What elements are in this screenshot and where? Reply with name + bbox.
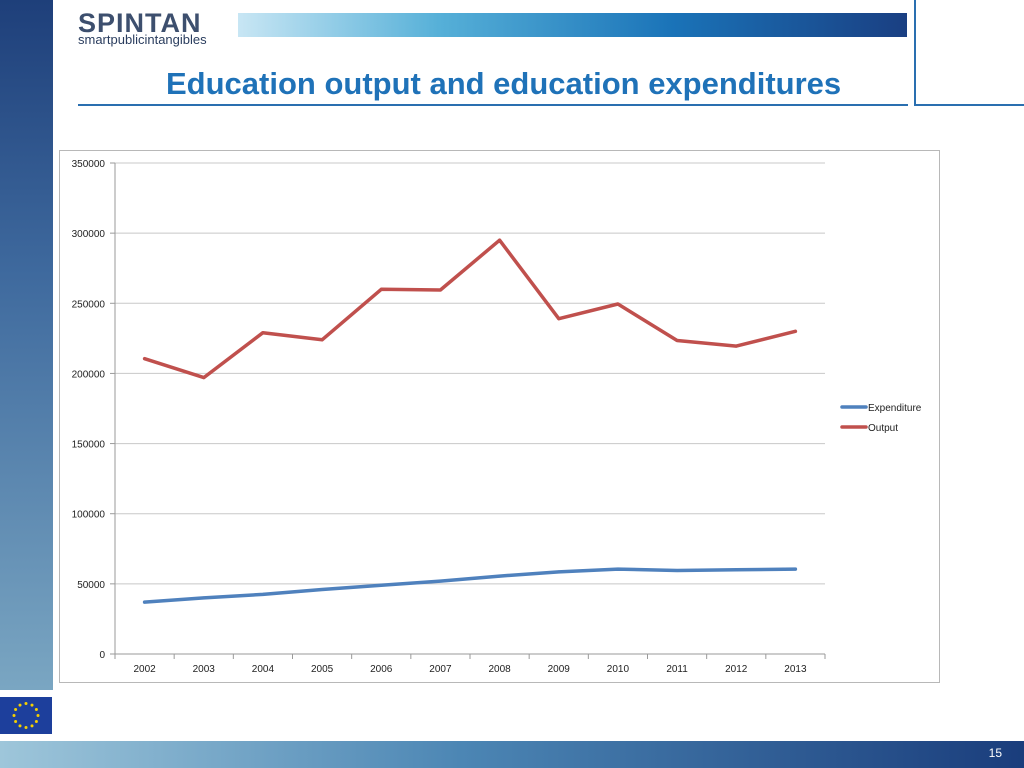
data-point-expenditure [557, 570, 561, 574]
data-point-expenditure [320, 587, 324, 591]
x-tick-label: 2011 [666, 664, 688, 675]
data-point-expenditure [675, 569, 679, 573]
data-point-output [675, 338, 679, 342]
data-point-output [793, 329, 797, 333]
data-point-expenditure [202, 596, 206, 600]
x-tick-label: 2008 [488, 664, 511, 675]
line-chart: 0 50000 100000 150000 200000 250000 300000 3500… [59, 150, 940, 683]
data-point-output [261, 331, 265, 335]
x-tick-label: 2010 [607, 664, 630, 675]
x-tick-label: 2013 [784, 664, 807, 675]
eu-star [36, 714, 40, 717]
left-decorative-bar [0, 0, 53, 690]
eu-flag-icon [0, 697, 52, 734]
x-tick-label: 2007 [429, 664, 452, 675]
eu-star [24, 702, 28, 705]
data-point-expenditure [379, 583, 383, 587]
data-point-output [143, 357, 147, 361]
eu-star [34, 720, 38, 723]
data-point-expenditure [793, 567, 797, 571]
data-point-expenditure [438, 579, 442, 583]
y-tick-label: 300000 [72, 229, 106, 240]
corner-frame [914, 0, 1024, 106]
y-tick-label: 250000 [72, 299, 106, 310]
eu-star [30, 703, 34, 707]
y-tick-label: 350000 [72, 159, 106, 170]
x-tick-label: 2003 [193, 664, 216, 675]
logo-main-text: SPINTAN [78, 8, 202, 38]
x-tick-label: 2004 [252, 664, 275, 675]
eu-star [12, 714, 16, 717]
data-point-output [438, 288, 442, 292]
eu-star [30, 724, 34, 728]
x-tick-label: 2005 [311, 664, 334, 675]
spintan-logo: SPINTAN smartpublicintangibles [78, 8, 238, 50]
logo-sub-text: smartpublicintangibles [78, 32, 207, 47]
eu-star [14, 708, 18, 711]
eu-star [14, 720, 18, 723]
data-point-expenditure [616, 567, 620, 571]
legend-label-expenditure: Expenditure [868, 403, 922, 414]
data-point-output [616, 302, 620, 306]
x-tick-label: 2012 [725, 664, 748, 675]
title-underline [78, 104, 908, 106]
data-point-expenditure [261, 592, 265, 596]
series-line-expenditure [142, 567, 798, 604]
data-point-expenditure [143, 600, 147, 604]
y-tick-label: 50000 [77, 580, 105, 591]
legend-label-output: Output [868, 423, 898, 434]
data-point-output [498, 238, 502, 242]
y-tick-label: 100000 [72, 510, 106, 521]
bottom-bar [0, 741, 1024, 768]
eu-star [18, 724, 22, 728]
header-gradient-bar [238, 13, 907, 37]
data-point-output [734, 344, 738, 348]
data-point-output [320, 338, 324, 342]
series-line-output [142, 238, 798, 380]
y-tick-label: 200000 [72, 369, 106, 380]
x-tick-label: 2002 [133, 664, 156, 675]
slide-title: Education output and education expenditu… [166, 66, 842, 101]
data-point-output [379, 287, 383, 291]
y-tick-label: 150000 [72, 440, 106, 451]
eu-star [34, 708, 38, 711]
page-number: 15 [988, 746, 1002, 760]
data-point-expenditure [734, 568, 738, 572]
x-tick-label: 2009 [548, 664, 571, 675]
data-point-expenditure [498, 574, 502, 578]
chart-canvas: 0 50000 100000 150000 200000 250000 300000 3500… [72, 159, 922, 675]
x-tick-label: 2006 [370, 664, 393, 675]
data-point-output [202, 376, 206, 380]
data-point-output [557, 317, 561, 321]
eu-star [18, 703, 22, 707]
y-tick-label: 0 [99, 650, 105, 661]
eu-star [24, 726, 28, 729]
